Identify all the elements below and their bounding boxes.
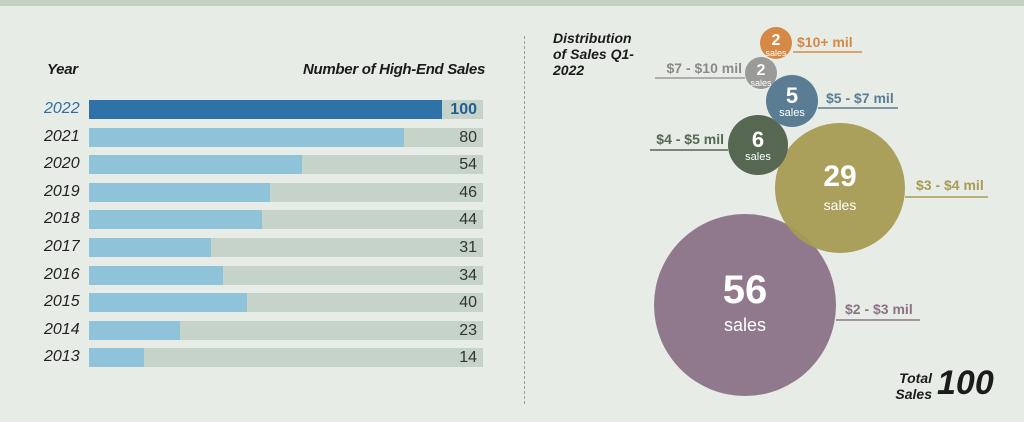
year-label-2013: 2013 [44, 348, 80, 366]
year-label-2019: 2019 [44, 182, 80, 200]
bubble-0 [760, 27, 792, 59]
bar-value-2015: 40 [459, 294, 477, 312]
bar-value-2017: 31 [459, 239, 477, 256]
bubble-category-label-2: $5 - $7 mil [826, 90, 894, 106]
year-label-2014: 2014 [44, 320, 80, 338]
bubble-value-5: 56 [723, 268, 768, 312]
bubble-category-label-0: $10+ mil [797, 34, 853, 50]
bubble-category-label-4: $3 - $4 mil [916, 177, 984, 193]
bar-2022 [89, 100, 442, 119]
year-label-2015: 2015 [44, 293, 80, 311]
bar-2013 [89, 348, 145, 368]
bubble-2 [766, 75, 818, 127]
bar-track-2013: 14 [89, 348, 483, 368]
bubble-unit-3: sales [745, 151, 771, 163]
bubble-value-3: 6 [752, 127, 764, 152]
bar-value-2013: 14 [459, 349, 477, 367]
total-sales-label: Total Sales [895, 370, 932, 402]
bubble-value-2: 5 [786, 83, 798, 108]
bar-track-2020: 54 [89, 155, 483, 175]
bar-track-2015: 40 [89, 293, 483, 313]
bar-track-2019: 46 [89, 182, 483, 202]
bubble-group-5: 56 sales $2 - $3 mil [654, 214, 920, 396]
bar-value-2022: 100 [448, 100, 479, 119]
year-label-2022: 2022 [44, 100, 80, 117]
bubble-value-1: 2 [757, 62, 766, 79]
bar-value-2014: 23 [459, 321, 477, 339]
bar-2014 [89, 320, 180, 340]
year-label-2021: 2021 [44, 127, 80, 145]
bar-value-2019: 46 [459, 183, 477, 201]
bar-track-2016: 34 [89, 265, 483, 285]
bar-track-2021: 80 [89, 127, 483, 147]
bubble-unit-5: sales [724, 315, 766, 335]
bar-track-2014: 23 [89, 320, 483, 340]
section-divider [524, 36, 525, 404]
bar-track-2018: 44 [89, 210, 483, 230]
year-label-2018: 2018 [44, 210, 80, 228]
bubble-group-4: 29 sales $3 - $4 mil [775, 123, 988, 253]
bubble-5 [654, 214, 836, 396]
bar-track-2017: 31 [89, 238, 483, 257]
bubble-unit-0: sales [765, 48, 787, 58]
bar-value-2016: 34 [459, 266, 477, 284]
bubble-3 [728, 115, 788, 175]
bubble-category-label-1: $7 - $10 mil [667, 60, 743, 76]
top-accent-bar [0, 0, 1024, 6]
bar-value-2018: 44 [459, 211, 477, 229]
value-column-header: Number of High-End Sales [303, 61, 485, 78]
bar-2020 [89, 155, 302, 175]
bubble-category-label-3: $4 - $5 mil [656, 131, 724, 147]
bar-2016 [89, 265, 223, 285]
bubble-4 [775, 123, 905, 253]
bubble-unit-1: sales [750, 78, 772, 88]
bar-2017 [89, 238, 212, 257]
year-label-2017: 2017 [44, 238, 80, 255]
bar-2018 [89, 210, 263, 230]
bar-2019 [89, 182, 271, 202]
total-sales-value: 100 [937, 364, 994, 402]
bubble-category-label-5: $2 - $3 mil [845, 301, 913, 317]
bar-value-2020: 54 [459, 156, 477, 174]
year-label-2016: 2016 [44, 265, 80, 283]
bar-track-2022: 100 [89, 100, 483, 119]
year-label-2020: 2020 [44, 155, 80, 173]
bubble-value-0: 2 [772, 32, 781, 49]
bar-2021 [89, 127, 405, 147]
bar-2015 [89, 293, 247, 313]
bubble-chart-title: Distribution of Sales Q1- 2022 [553, 30, 634, 78]
bubble-value-4: 29 [823, 160, 856, 193]
bar-value-2021: 80 [459, 128, 477, 146]
bubble-unit-2: sales [779, 107, 805, 119]
year-column-header: Year [47, 61, 78, 78]
bubble-1 [745, 57, 777, 89]
bubble-unit-4: sales [824, 197, 857, 213]
